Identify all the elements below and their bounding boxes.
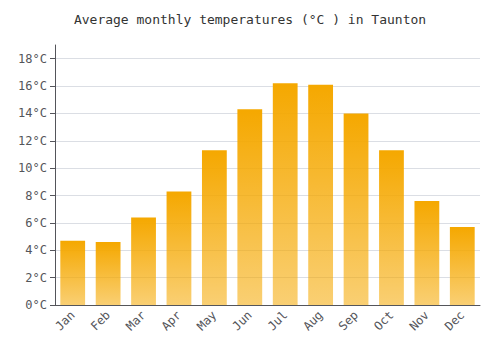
svg-text:2°C: 2°C [25,271,47,285]
svg-text:6°C: 6°C [25,216,47,230]
svg-text:Oct: Oct [371,308,396,333]
svg-text:Jan: Jan [52,308,77,333]
svg-text:Sep: Sep [336,308,361,333]
svg-text:8°C: 8°C [25,189,47,203]
svg-text:10°C: 10°C [18,161,47,175]
svg-text:Feb: Feb [88,308,113,333]
svg-text:0°C: 0°C [25,298,47,312]
svg-text:Jun: Jun [230,308,255,333]
svg-text:Average monthly temperatures (: Average monthly temperatures (°C ) in Ta… [74,12,426,27]
svg-text:12°C: 12°C [18,134,47,148]
svg-text:16°C: 16°C [18,79,47,93]
svg-text:Mar: Mar [123,308,148,333]
svg-text:4°C: 4°C [25,243,47,257]
svg-text:Apr: Apr [159,308,184,333]
svg-text:Dec: Dec [442,308,467,333]
svg-text:Nov: Nov [407,308,432,333]
svg-text:May: May [194,308,219,333]
svg-text:18°C: 18°C [18,52,47,66]
svg-text:Jul: Jul [265,308,290,333]
svg-text:Aug: Aug [300,308,325,333]
svg-text:14°C: 14°C [18,106,47,120]
